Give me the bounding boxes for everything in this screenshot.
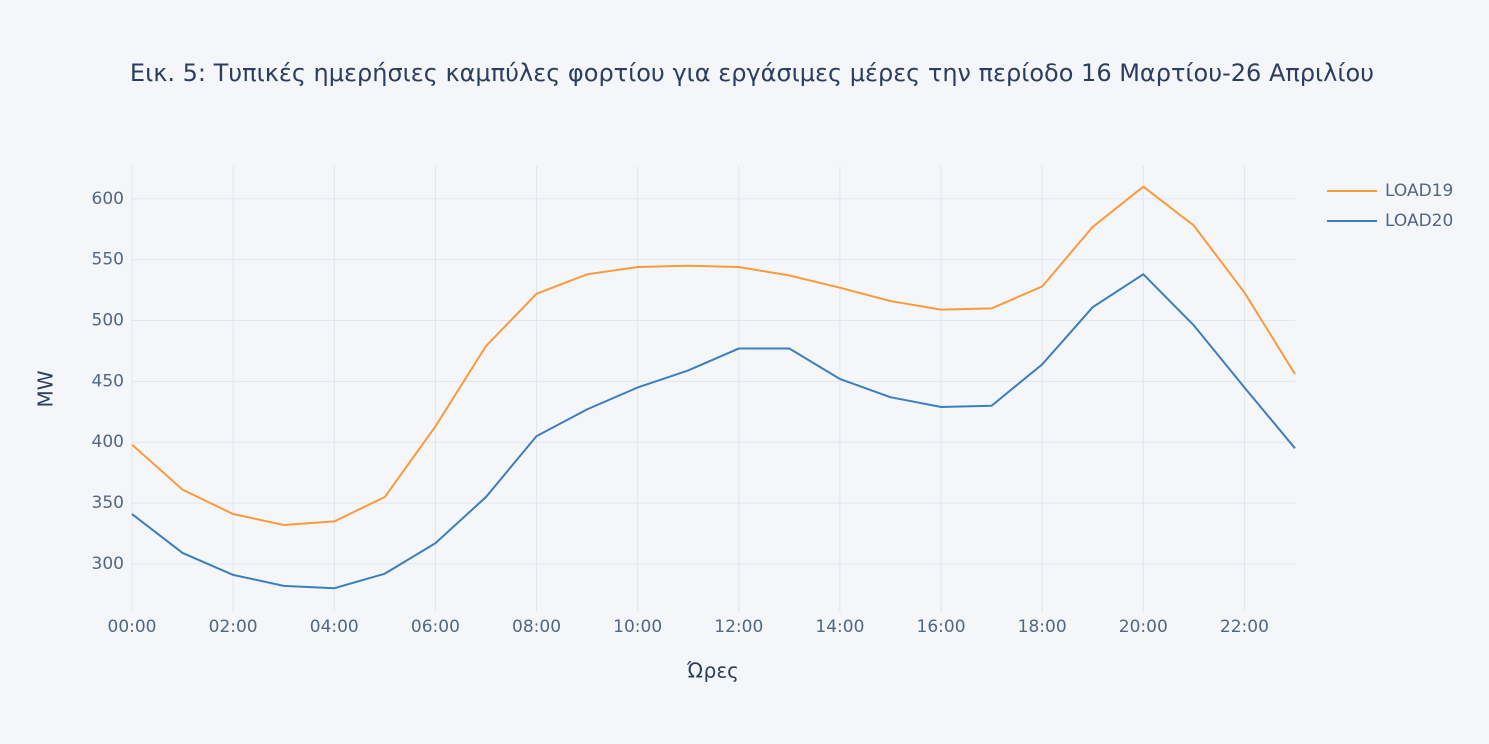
y-tick-label: 550 [92, 250, 124, 270]
x-tick-label: 12:00 [714, 617, 763, 637]
x-tick-label: 06:00 [411, 617, 460, 637]
y-tick-label: 400 [92, 432, 124, 452]
line-series [131, 273, 1296, 590]
x-tick-label: 08:00 [512, 617, 561, 637]
x-tick-label: 02:00 [209, 617, 258, 637]
y-tick-label: 350 [92, 493, 124, 513]
y-tick-label: 300 [92, 554, 124, 574]
x-tick-label: 00:00 [108, 617, 157, 637]
y-tick-label: 450 [92, 371, 124, 391]
x-tick-label: 16:00 [917, 617, 966, 637]
x-axis-title: Ώρες [686, 659, 739, 683]
x-tick-label: 04:00 [310, 617, 359, 637]
y-tick-label: 500 [92, 311, 124, 331]
x-tick-label: 20:00 [1119, 617, 1168, 637]
x-tick-label: 14:00 [815, 617, 864, 637]
x-tick-label: 10:00 [613, 617, 662, 637]
y-axis-title: MW [34, 370, 58, 407]
y-tick-label: 600 [92, 189, 124, 209]
x-tick-label: 22:00 [1220, 617, 1269, 637]
chart-title: Εικ. 5: Τυπικές ημερήσιες καμπύλες φορτί… [130, 59, 1374, 87]
x-tick-label: 18:00 [1018, 617, 1067, 637]
legend-label: LOAD19 [1385, 181, 1453, 201]
legend-label: LOAD20 [1385, 211, 1453, 231]
line-series [131, 185, 1296, 526]
